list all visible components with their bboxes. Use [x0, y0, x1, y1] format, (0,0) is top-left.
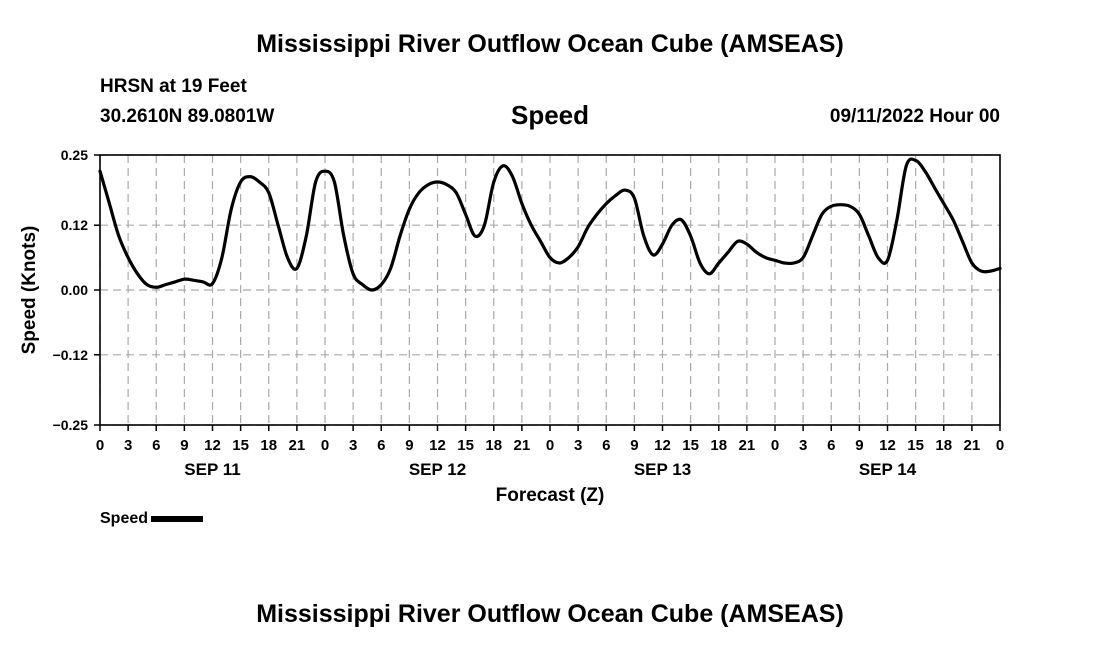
y-tick-label: 0.12: [61, 217, 88, 233]
x-tick-label: 6: [377, 437, 385, 454]
x-tick-label: 3: [799, 437, 807, 454]
x-tick-label: 21: [964, 437, 981, 454]
x-tick-label: 6: [602, 437, 610, 454]
second-chart-title: Mississippi River Outflow Ocean Cube (AM…: [256, 600, 844, 628]
x-tick-label: 18: [260, 437, 277, 454]
x-tick-label: 15: [907, 437, 924, 454]
station-coordinates: 30.2610N 89.0801W: [100, 106, 275, 127]
x-tick-label: 6: [152, 437, 160, 454]
x-tick-label: 18: [710, 437, 727, 454]
forecast-datetime: 09/11/2022 Hour 00: [829, 106, 1000, 127]
x-tick-label: 15: [457, 437, 474, 454]
legend: Speed: [100, 510, 204, 528]
legend-swatch: [151, 515, 204, 522]
x-tick-label: 12: [204, 437, 221, 454]
speed-chart: −0.25−0.120.000.120.25 0 3 6 9 12 15 18 21 0 3 6 9 1…: [19, 147, 1004, 506]
x-tick-label: 3: [124, 437, 132, 454]
y-axis-ticks: −0.25 −0.12 0.00 0.12 0.25: [53, 147, 100, 433]
x-axis-label: Forecast (Z): [496, 485, 605, 506]
speed-series-line: [98, 157, 1002, 292]
variable-title: Speed: [510, 100, 590, 130]
x-tick-label: 15: [232, 437, 249, 454]
x-tick-label: 18: [935, 437, 952, 454]
day-label: SEP 14: [859, 460, 917, 479]
x-tick-label: 21: [289, 437, 306, 454]
x-tick-label: 0: [996, 437, 1004, 454]
y-tick-label: −0.25: [53, 417, 89, 433]
day-label: SEP 11: [184, 460, 240, 479]
chart-title: Mississippi River Outflow Ocean Cube (AM…: [256, 30, 844, 58]
y-tick-label: 0.00: [61, 282, 88, 298]
x-tick-label: 12: [429, 437, 446, 454]
x-tick-label: 0: [96, 437, 104, 454]
x-tick-label: 18: [485, 437, 502, 454]
legend-label: Speed: [100, 510, 149, 527]
x-tick-label: 9: [630, 437, 638, 454]
station-label: HRSN at 19 Feet: [100, 76, 247, 97]
x-tick-label: 3: [349, 437, 357, 454]
x-tick-label: 9: [180, 437, 188, 454]
x-tick-label: 0: [771, 437, 779, 454]
y-tick-label: −0.12: [53, 347, 89, 363]
day-labels: SEP 11 SEP 12 SEP 13 SEP 14: [184, 460, 916, 479]
x-tick-label: 12: [654, 437, 671, 454]
x-tick-label: 12: [879, 437, 896, 454]
x-tick-label: 21: [739, 437, 756, 454]
x-tick-label: 9: [855, 437, 863, 454]
y-tick-label: 0.25: [61, 147, 88, 163]
day-label: SEP 13: [634, 460, 691, 479]
day-label: SEP 12: [409, 460, 466, 479]
plot-frame: [99, 154, 1001, 426]
x-axis-ticks: 0 3 6 9 12 15 18 21 0 3 6 9 12 15 18 21 0 3 6 9 12 15 18 21 0 3 6 9…: [96, 425, 1004, 454]
x-tick-label: 21: [514, 437, 531, 454]
x-tick-label: 6: [827, 437, 835, 454]
y-axis-label: Speed (Knots): [19, 226, 40, 355]
x-tick-label: 0: [546, 437, 554, 454]
x-tick-label: 3: [574, 437, 582, 454]
x-tick-label: 9: [405, 437, 413, 454]
x-tick-label: 15: [682, 437, 699, 454]
x-tick-label: 0: [321, 437, 329, 454]
